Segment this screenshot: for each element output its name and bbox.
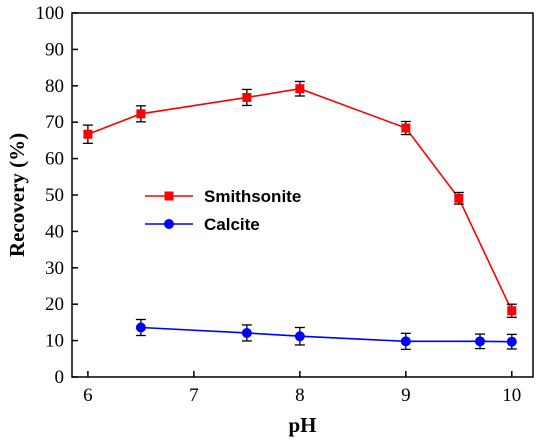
legend-label-smithsonite: Smithsonite <box>204 187 301 206</box>
legend-entry-smithsonite: Smithsonite <box>145 187 301 206</box>
x-tick-label: 6 <box>83 385 93 406</box>
legend-marker-calcite <box>164 219 174 229</box>
y-tick-label: 60 <box>45 149 64 170</box>
y-axis-title: Recovery (%) <box>5 133 29 257</box>
data-point-calcite <box>241 327 252 338</box>
data-point-smithsonite <box>401 123 411 133</box>
x-tick-label: 8 <box>295 385 305 406</box>
y-tick-label: 80 <box>45 76 64 97</box>
data-point-calcite <box>475 336 486 347</box>
series-layer <box>82 80 517 350</box>
y-tick-label: 0 <box>55 367 65 388</box>
x-tick-label: 10 <box>502 385 521 406</box>
y-tick-label: 100 <box>36 3 65 24</box>
y-tick-label: 50 <box>45 185 64 206</box>
plot-frame <box>71 12 534 378</box>
x-axis-title: pH <box>288 413 316 437</box>
legend-marker-smithsonite <box>164 191 174 201</box>
legend: Smithsonite Calcite <box>145 187 301 234</box>
y-tick-label: 40 <box>45 221 64 242</box>
data-point-smithsonite <box>83 129 93 139</box>
y-tick-label: 10 <box>45 331 64 352</box>
legend-label-calcite: Calcite <box>204 215 260 234</box>
data-point-smithsonite <box>507 306 517 316</box>
series-line-calcite <box>140 326 512 343</box>
data-point-calcite <box>294 331 305 342</box>
data-point-smithsonite <box>454 193 464 203</box>
y-tick-label: 30 <box>45 258 64 279</box>
data-point-smithsonite <box>136 109 146 119</box>
data-point-calcite <box>400 336 411 347</box>
y-tick-label: 70 <box>45 112 64 133</box>
x-tick-label: 7 <box>189 385 199 406</box>
legend-entry-calcite: Calcite <box>145 215 260 234</box>
x-tick-label: 9 <box>401 385 411 406</box>
data-point-calcite <box>135 322 146 333</box>
data-point-calcite <box>506 336 517 347</box>
y-tick-label: 20 <box>45 294 64 315</box>
data-point-smithsonite <box>242 92 252 102</box>
data-point-smithsonite <box>295 84 305 94</box>
y-tick-label: 90 <box>45 39 64 60</box>
